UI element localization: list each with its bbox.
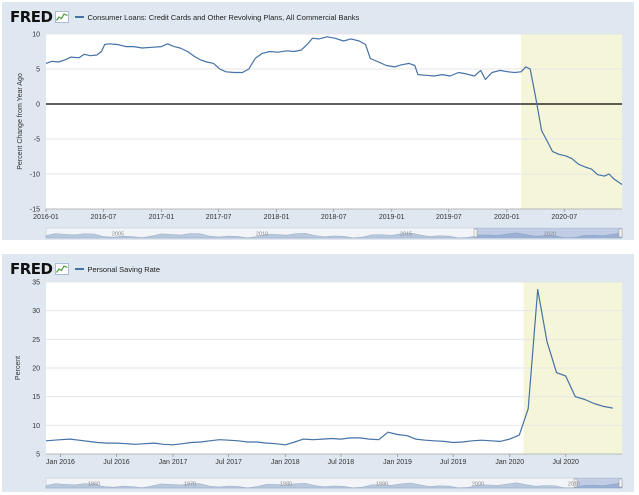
x-tick-label: 2017-07 (206, 214, 232, 221)
chart-header: FRED Consumer Loans: Credit Cards and Ot… (10, 8, 359, 26)
y-tick-label: 10 (32, 423, 40, 430)
x-tick-label: Jul 2018 (328, 459, 355, 466)
navigator-series (45, 482, 623, 489)
x-tick-label: Jul 2017 (215, 459, 242, 466)
navigator-label: 1980 (280, 482, 292, 488)
x-tick-label: Jan 2019 (383, 459, 412, 466)
navigator-label: 1970 (184, 482, 196, 488)
navigator-selection[interactable] (574, 478, 622, 488)
y-tick-label: 30 (32, 308, 40, 315)
navigator-label: 2010 (256, 232, 268, 238)
series-title[interactable]: Personal Saving Rate (87, 264, 161, 274)
y-tick-label: 0 (36, 102, 40, 109)
y-tick-label: 20 (32, 366, 40, 373)
x-tick-label: 2016-01 (33, 214, 59, 221)
y-tick-label: -15 (30, 207, 40, 214)
x-tick-label: 2020-01 (494, 214, 520, 221)
y-tick-label: 35 (32, 280, 40, 287)
fred-logo[interactable]: FRED (10, 260, 53, 278)
navigator-label: 2010 (568, 482, 580, 488)
navigator-handle[interactable] (473, 228, 478, 238)
y-axis-title: Percent Change from Year Ago (17, 73, 24, 170)
navigator-handle[interactable] (618, 478, 623, 488)
fred-logo[interactable]: FRED (10, 8, 53, 26)
x-tick-label: 2018-07 (321, 214, 347, 221)
x-tick-label: Jan 2020 (495, 459, 524, 466)
y-tick-label: 10 (32, 32, 40, 39)
chart-panel-1: FRED Consumer Loans: Credit Cards and Ot… (2, 2, 634, 240)
y-tick-label: 25 (32, 337, 40, 344)
legend-swatch (74, 268, 84, 270)
x-tick-label: Jul 2020 (552, 459, 579, 466)
legend-swatch (74, 16, 84, 18)
x-tick-label: 2020-07 (551, 214, 577, 221)
x-tick-label: Jul 2016 (103, 459, 130, 466)
navigator-label: 1960 (88, 482, 100, 488)
y-tick-label: -5 (34, 137, 40, 144)
x-tick-label: 2019-07 (436, 214, 462, 221)
x-tick-label: 2018-01 (264, 214, 290, 221)
chart-line-icon (54, 11, 69, 23)
x-tick-label: Jan 2018 (271, 459, 300, 466)
navigator-selection[interactable] (474, 228, 622, 238)
series-title[interactable]: Consumer Loans: Credit Cards and Other R… (87, 12, 360, 22)
series-line[interactable] (45, 36, 623, 185)
y-tick-label: 5 (36, 452, 40, 459)
navigator-label: 1990 (376, 482, 388, 488)
x-tick-label: Jan 2017 (159, 459, 188, 466)
navigator-handle[interactable] (618, 228, 623, 238)
y-tick-label: -10 (30, 172, 40, 179)
y-tick-label: 5 (36, 67, 40, 74)
y-axis-title: Percent (15, 356, 22, 380)
navigator-series (45, 232, 623, 239)
x-tick-label: Jul 2019 (440, 459, 467, 466)
navigator-handle[interactable] (573, 478, 578, 488)
x-tick-label: 2019-01 (379, 214, 405, 221)
navigator-label: 2005 (112, 232, 124, 238)
y-tick-label: 15 (32, 394, 40, 401)
series-line[interactable] (45, 288, 613, 446)
x-tick-label: Jan 2016 (46, 459, 75, 466)
recession-shading (521, 34, 622, 209)
navigator-label: 2015 (400, 232, 412, 238)
navigator-label: 2000 (472, 482, 484, 488)
navigator-label: 2020 (544, 232, 556, 238)
line-chart: 35 30 25 20 15 10 5 Jan 2016 Jul 2016 Jan 2017 Jul… (15, 280, 623, 489)
chart-header: FRED Personal Saving Rate (10, 260, 160, 278)
chart-panel-2: FRED Personal Saving Rate 35 30 25 20 15 10 5 J… (2, 254, 634, 492)
x-tick-label: 2017-01 (149, 214, 175, 221)
chart-line-icon (54, 263, 69, 275)
x-tick-label: 2016-07 (91, 214, 117, 221)
